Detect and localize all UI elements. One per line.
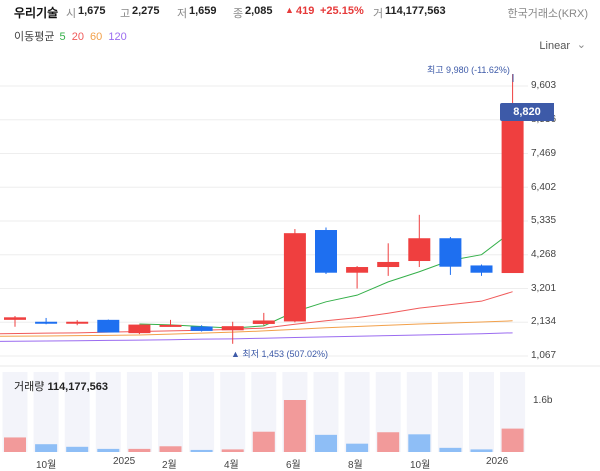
candle-body	[128, 324, 151, 334]
volume-bar	[408, 434, 431, 452]
moving-average-line-ma60	[0, 320, 513, 337]
volume-bar	[377, 432, 400, 452]
volume-column-bg	[64, 372, 90, 452]
low-note-text: 최저 1,453 (507.02%)	[242, 349, 329, 359]
volume-label: 거	[373, 8, 384, 20]
volume-column-bg	[158, 372, 183, 452]
volume-bar	[315, 434, 337, 452]
close-value: 2,085	[245, 5, 273, 17]
candle-body	[221, 326, 244, 331]
candle-body	[66, 321, 89, 324]
x-tick: 2월	[162, 460, 177, 471]
high-label: 고	[120, 8, 131, 20]
volume-bar	[470, 449, 493, 452]
ma-5: 5	[59, 31, 66, 43]
volume-bar	[4, 437, 26, 452]
y-tick: 6,402	[531, 182, 557, 193]
scale-selector[interactable]: Linear	[539, 40, 570, 52]
candle-body	[315, 230, 337, 273]
candle-body	[190, 326, 213, 331]
ma-title: 이동평균	[14, 31, 55, 43]
high-value: 2,275	[132, 5, 160, 17]
candle-body	[4, 317, 26, 320]
close-label: 종	[233, 8, 244, 20]
volume-column-bg	[189, 372, 215, 452]
volume-axis-label: 1.6b	[533, 395, 553, 406]
x-tick: 10월	[36, 460, 57, 471]
exchange-label: 한국거래소(KRX)	[507, 8, 588, 20]
volume-bar	[97, 448, 120, 452]
moving-average-line-ma20	[0, 291, 513, 335]
y-tick: 2,134	[531, 316, 557, 327]
volume-bar	[221, 449, 244, 452]
x-tick: 6월	[286, 460, 301, 471]
volume-value: 114,177,563	[385, 5, 446, 17]
y-tick: 1,067	[531, 350, 557, 361]
volume-bar	[66, 446, 89, 452]
x-tick: 10월	[410, 460, 431, 471]
y-tick: 3,201	[531, 283, 557, 294]
candle-body	[252, 320, 275, 324]
low-note: ▲ 최저 1,453 (507.02%)	[231, 349, 329, 359]
change-value: 419	[296, 5, 315, 17]
y-tick: 5,335	[531, 215, 557, 226]
volume-panel-title: 거래량 114,177,563	[14, 378, 108, 394]
x-tick: 4월	[224, 460, 239, 471]
candle-body	[439, 238, 462, 267]
volume-bar	[501, 428, 524, 452]
moving-average-legend[interactable]: 이동평균 5 20 60 120	[14, 28, 127, 44]
y-tick: 9,603	[531, 80, 557, 91]
candle-body	[408, 238, 431, 262]
change-arrow-icon: ▲	[285, 5, 294, 15]
volume-column-bg	[126, 372, 152, 452]
volume-column-bg	[33, 372, 59, 452]
volume-column-bg	[469, 372, 494, 452]
volume-bar	[439, 447, 462, 452]
volume-column-bg	[95, 372, 121, 452]
ma-120: 120	[108, 31, 127, 43]
volume-column-bg	[437, 372, 463, 452]
volume-column-bg	[220, 372, 246, 452]
ma-20: 20	[71, 31, 84, 43]
y-tick: 4,268	[531, 249, 557, 260]
change-percent: +25.15%	[320, 5, 364, 17]
volume-bar	[190, 449, 213, 452]
moving-average-line-ma120	[0, 332, 513, 342]
open-label: 시	[66, 8, 77, 20]
candle-body	[159, 324, 182, 327]
volume-bar	[252, 431, 275, 452]
candle-body	[501, 110, 524, 274]
volume-bar	[283, 400, 306, 452]
candle-body	[283, 233, 306, 322]
candle-body	[470, 265, 493, 273]
low-value: 1,659	[189, 5, 217, 17]
volume-bar	[346, 443, 369, 452]
candle-body	[377, 261, 400, 268]
volume-bar	[159, 446, 182, 452]
x-tick: 2026	[486, 456, 509, 467]
open-value: 1,675	[78, 5, 106, 17]
chevron-down-icon[interactable]: ⌄	[576, 39, 586, 51]
volume-title-label: 거래량	[14, 381, 45, 393]
candle-body	[346, 267, 369, 273]
x-tick: 8월	[348, 460, 363, 471]
header-bar: 우리기술 시 1,675 고 2,275 저 1,659 종 2,085 ▲ 4…	[0, 0, 600, 24]
low-label: 저	[177, 8, 188, 20]
volume-total: 114,177,563	[47, 381, 109, 393]
x-tick: 2025	[113, 456, 136, 467]
volume-bar	[35, 444, 58, 452]
candle-body	[35, 321, 58, 324]
high-note: 최고 9,980 (-11.62%)	[427, 65, 510, 75]
candle-body	[97, 319, 120, 333]
volume-bar	[128, 448, 151, 452]
last-price-label: 8,820	[500, 103, 554, 121]
ma-60: 60	[90, 31, 103, 43]
volume-column-bg	[344, 372, 370, 452]
y-tick: 7,469	[531, 148, 557, 159]
stock-name[interactable]: 우리기술	[14, 6, 59, 20]
